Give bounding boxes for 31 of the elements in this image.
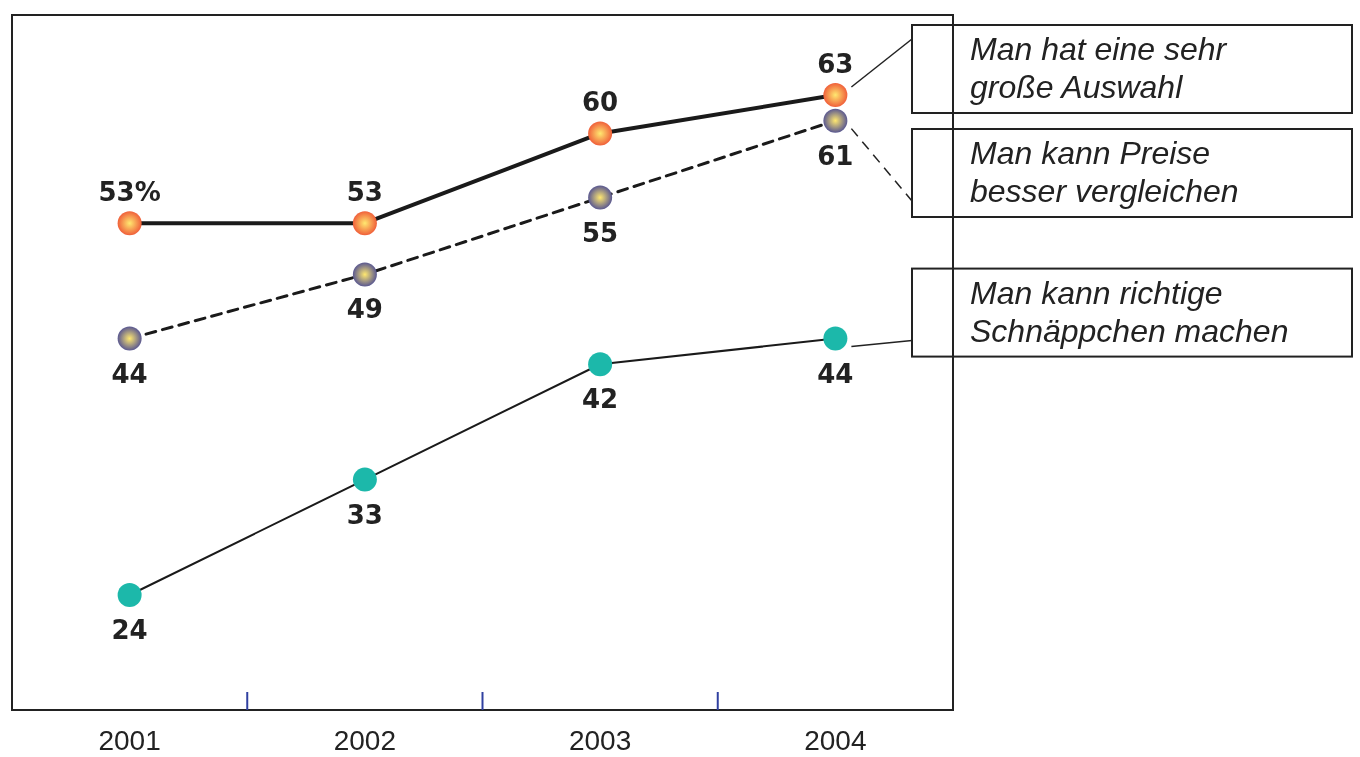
point [823,83,848,107]
point [352,262,377,287]
point [588,121,613,146]
data-label: 33 [346,499,383,530]
x-tick-label: 2004 [804,725,867,756]
point [352,467,377,492]
legend-label: Man kann Preise besser vergleichen [970,135,1239,209]
data-label: 24 [111,615,148,645]
data-label: 44 [111,358,148,389]
point [823,108,848,133]
point [588,185,613,210]
point [352,211,377,236]
point [117,583,142,607]
x-tick-label: 2002 [333,725,397,756]
point [117,326,142,351]
data-label: 53% [98,177,161,208]
data-label: 44 [817,358,854,389]
data-label: 42 [582,384,619,415]
data-label: 61 [817,140,854,171]
data-label: 53 [346,177,383,208]
point [588,352,613,377]
x-tick-label: 2003 [568,725,632,756]
text: Man kann richtige Schnäppchen machen [970,274,1289,349]
x-tick-label: 2001 [98,725,161,756]
point [823,326,848,351]
point [117,211,142,236]
data-label: 63 [817,49,854,79]
data-label: 49 [346,294,383,325]
data-label: 55 [582,217,619,248]
legend-label: Man hat eine sehr große Auswahl [970,31,1228,105]
data-label: 60 [582,87,619,118]
